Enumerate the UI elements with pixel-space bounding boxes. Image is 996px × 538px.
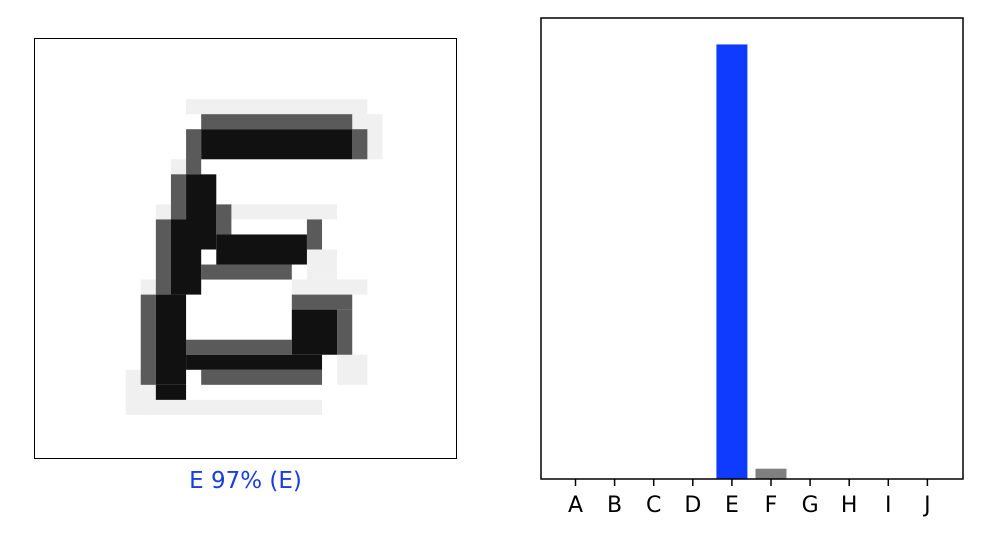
bar-f	[755, 468, 787, 479]
x-tick-label-i: I	[885, 493, 892, 518]
x-tick-label-b: B	[607, 493, 622, 518]
x-tick-label-h: H	[841, 493, 858, 518]
x-tick-label-d: D	[684, 493, 701, 518]
x-tick-label-e: E	[725, 493, 739, 518]
x-tick-label-f: F	[765, 493, 778, 518]
chart-plot-area	[540, 17, 964, 480]
handwritten-letter-e-image	[125, 99, 383, 415]
x-tick-label-c: C	[646, 493, 661, 518]
input-image-panel	[34, 38, 457, 459]
bar-series	[716, 44, 787, 479]
prediction-caption: E 97% (E)	[189, 468, 302, 494]
x-tick-label-j: J	[922, 493, 931, 518]
bar-e	[716, 44, 748, 479]
x-tick-label-g: G	[802, 493, 819, 518]
x-tick-label-a: A	[568, 493, 583, 518]
